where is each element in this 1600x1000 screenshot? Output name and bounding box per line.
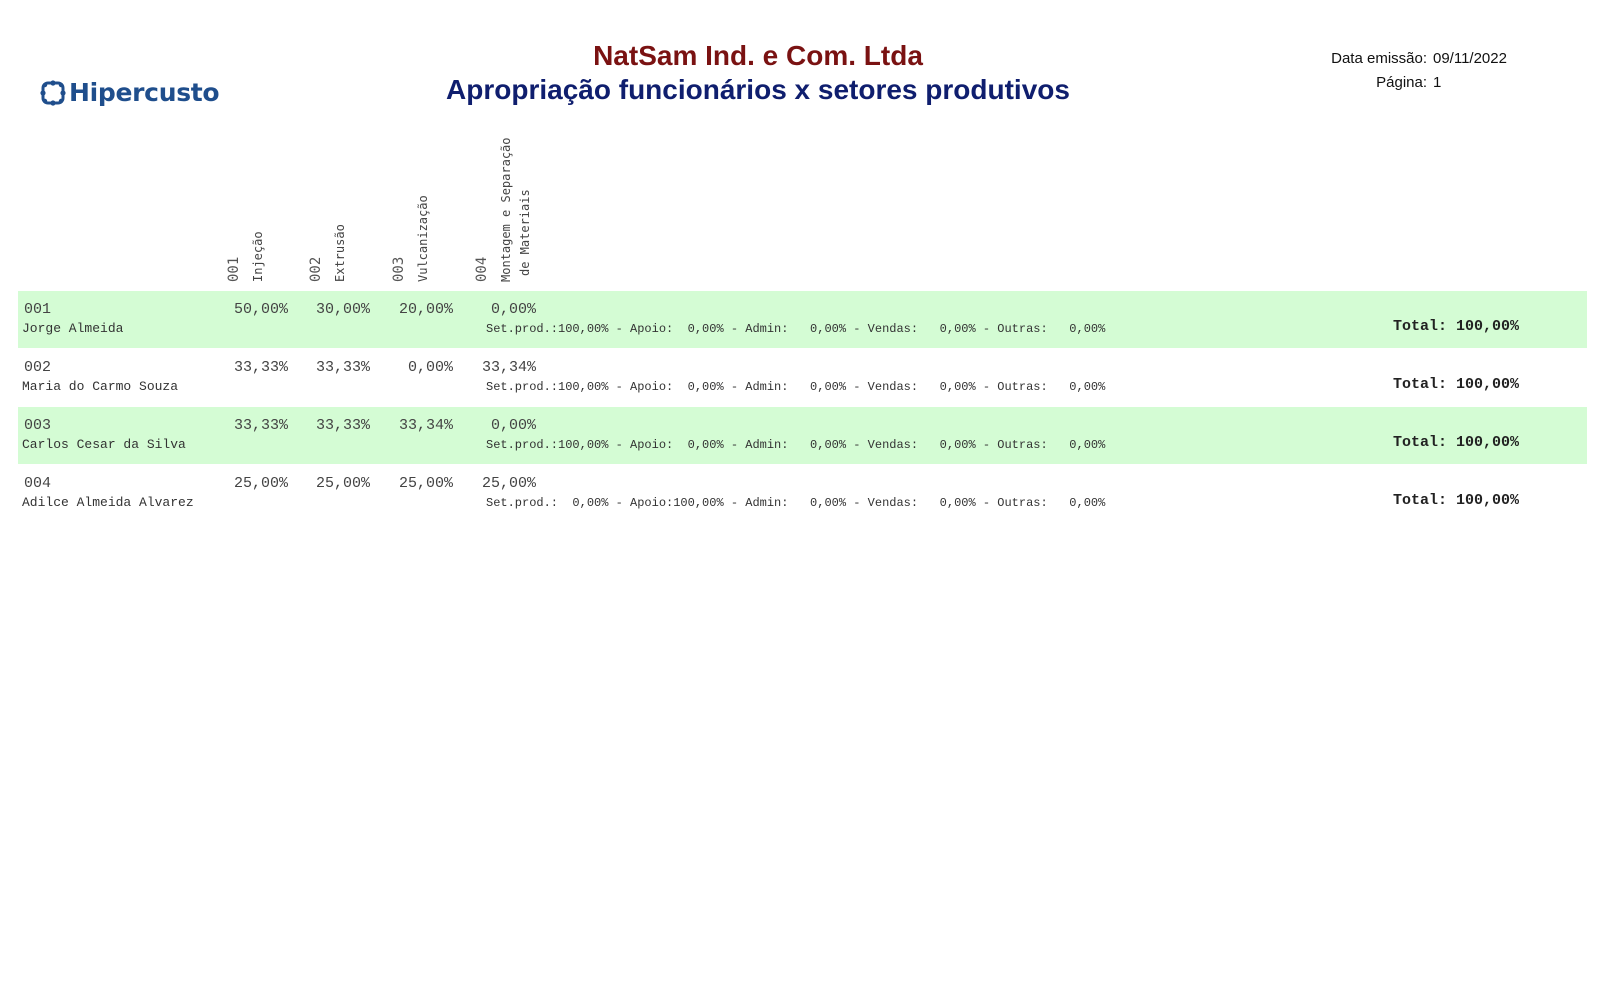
allocation-summary: Set.prod.:100,00% - Apoio: 0,00% - Admin… bbox=[486, 438, 1106, 452]
employee-code: 004 bbox=[24, 475, 52, 492]
row-total: Total: 100,00% bbox=[1393, 318, 1520, 335]
allocation-summary: Set.prod.:100,00% - Apoio: 0,00% - Admin… bbox=[486, 322, 1106, 336]
sector-name: Montagem e Separação bbox=[499, 137, 513, 283]
table-row: 004 Adilce Almeida Alvarez 25,00% 25,00%… bbox=[18, 465, 1587, 522]
employee-code: 002 bbox=[24, 359, 52, 376]
sector-name: Vulcanização bbox=[416, 195, 430, 282]
page-number-label: Página: bbox=[1376, 74, 1427, 91]
sector-percent: 50,00% bbox=[233, 301, 288, 318]
allocation-summary: Set.prod.:100,00% - Apoio: 0,00% - Admin… bbox=[486, 380, 1106, 394]
sector-name-line2: de Materiais bbox=[518, 189, 532, 276]
sector-percent: 0,00% bbox=[490, 301, 536, 318]
table-row: 003 Carlos Cesar da Silva 33,33% 33,33% … bbox=[18, 407, 1587, 464]
table-row: 002 Maria do Carmo Souza 33,33% 33,33% 0… bbox=[18, 349, 1587, 406]
sector-percent: 20,00% bbox=[398, 301, 453, 318]
sector-percent: 0,00% bbox=[407, 359, 453, 376]
employee-name: Adilce Almeida Alvarez bbox=[22, 495, 194, 510]
hipercusto-logo: Hipercusto bbox=[39, 78, 220, 107]
row-total: Total: 100,00% bbox=[1393, 376, 1520, 393]
sector-code: 001 bbox=[226, 256, 242, 282]
employee-code: 003 bbox=[24, 417, 52, 434]
sector-percent: 25,00% bbox=[398, 475, 453, 492]
allocation-summary: Set.prod.: 0,00% - Apoio:100,00% - Admin… bbox=[486, 496, 1106, 510]
emission-date-value: 09/11/2022 bbox=[1433, 50, 1507, 67]
report-meta: Data emissão: 09/11/2022 Página: 1 bbox=[1300, 50, 1540, 98]
sector-percent: 25,00% bbox=[233, 475, 288, 492]
emission-date-label: Data emissão: bbox=[1331, 50, 1427, 67]
employee-name: Maria do Carmo Souza bbox=[22, 379, 179, 394]
sector-name: Injeção bbox=[251, 231, 265, 282]
sector-percent: 33,33% bbox=[233, 359, 288, 376]
sector-percent: 33,33% bbox=[315, 359, 370, 376]
sector-code: 002 bbox=[308, 256, 324, 282]
sector-percent: 33,33% bbox=[315, 417, 370, 434]
employee-code: 001 bbox=[24, 301, 52, 318]
sector-name: Extrusão bbox=[333, 224, 347, 282]
sector-percent: 25,00% bbox=[481, 475, 536, 492]
gear-icon bbox=[40, 79, 66, 106]
employee-name: Jorge Almeida bbox=[22, 321, 124, 336]
page-number-value: 1 bbox=[1433, 74, 1442, 91]
sector-code: 004 bbox=[474, 256, 490, 282]
row-total: Total: 100,00% bbox=[1393, 434, 1520, 451]
employee-name: Carlos Cesar da Silva bbox=[22, 437, 186, 452]
sector-code: 003 bbox=[391, 256, 407, 282]
company-name: NatSam Ind. e Com. Ltda bbox=[593, 40, 923, 71]
sector-percent: 0,00% bbox=[490, 417, 536, 434]
emission-date-row: Data emissão: 09/11/2022 bbox=[1300, 50, 1540, 74]
sector-percent: 33,34% bbox=[398, 417, 453, 434]
logo-text: Hipercusto bbox=[69, 78, 220, 107]
sector-percent: 30,00% bbox=[315, 301, 370, 318]
page-number-row: Página: 1 bbox=[1300, 74, 1540, 98]
sector-percent: 33,34% bbox=[481, 359, 536, 376]
sector-percent: 25,00% bbox=[315, 475, 370, 492]
row-total: Total: 100,00% bbox=[1393, 492, 1520, 509]
report-title: Apropriação funcionários x setores produ… bbox=[446, 74, 1070, 105]
sector-percent: 33,33% bbox=[233, 417, 288, 434]
table-row: 001 Jorge Almeida 50,00% 30,00% 20,00% 0… bbox=[18, 291, 1587, 348]
